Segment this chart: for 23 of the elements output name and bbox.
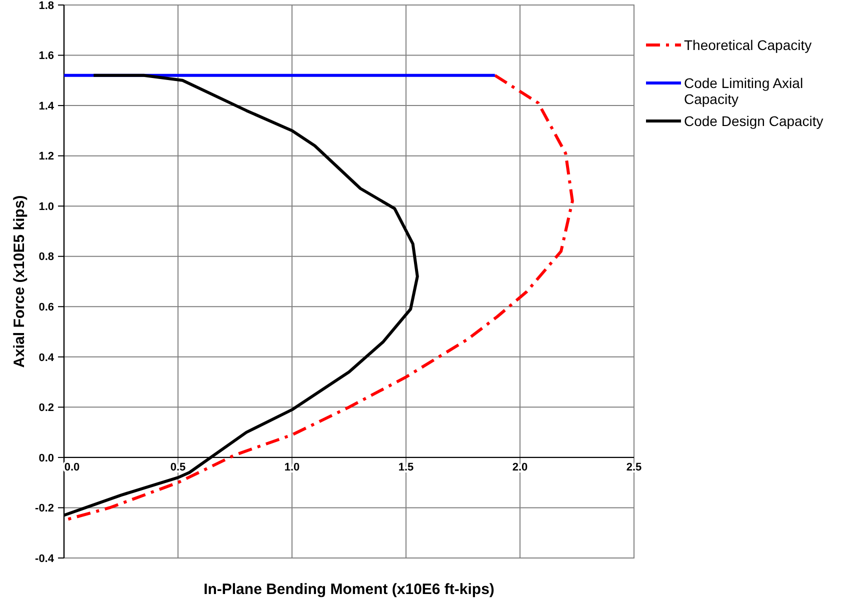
x-axis-title: In-Plane Bending Moment (x10E6 ft-kips) bbox=[204, 581, 494, 598]
legend-label: Code Limiting Axial Capacity bbox=[684, 74, 804, 107]
x-tick-label: 1.5 bbox=[398, 461, 414, 474]
legend-label: Code Design Capacity bbox=[684, 112, 824, 129]
legend-label: Theoretical Capacity bbox=[684, 36, 812, 53]
y-tick-label: 1.6 bbox=[38, 50, 54, 62]
y-tick-label: 1.2 bbox=[38, 150, 54, 163]
y-tick-label: 1.8 bbox=[38, 0, 54, 12]
y-tick-label: 0.8 bbox=[38, 251, 54, 264]
y-tick-label: 0.0 bbox=[38, 452, 54, 464]
x-tick-label: 0.0 bbox=[64, 461, 80, 474]
x-tick-label: 2.0 bbox=[512, 461, 528, 474]
x-tick-label: 1.0 bbox=[284, 461, 300, 474]
x-tick-label: 2.5 bbox=[626, 461, 642, 474]
y-tick-label: 0.6 bbox=[38, 301, 54, 314]
y-tick-label: -0.4 bbox=[35, 552, 55, 565]
y-tick-label: 0.4 bbox=[38, 352, 55, 364]
x-tick-label: 0.5 bbox=[170, 461, 186, 474]
y-tick-label: -0.2 bbox=[35, 502, 54, 515]
y-tick-label: 0.2 bbox=[38, 402, 54, 414]
y-tick-label: 1.4 bbox=[38, 100, 55, 112]
y-axis-title: Axial Force (x10E5 kips) bbox=[11, 195, 28, 368]
y-tick-label: 1.0 bbox=[38, 200, 54, 213]
